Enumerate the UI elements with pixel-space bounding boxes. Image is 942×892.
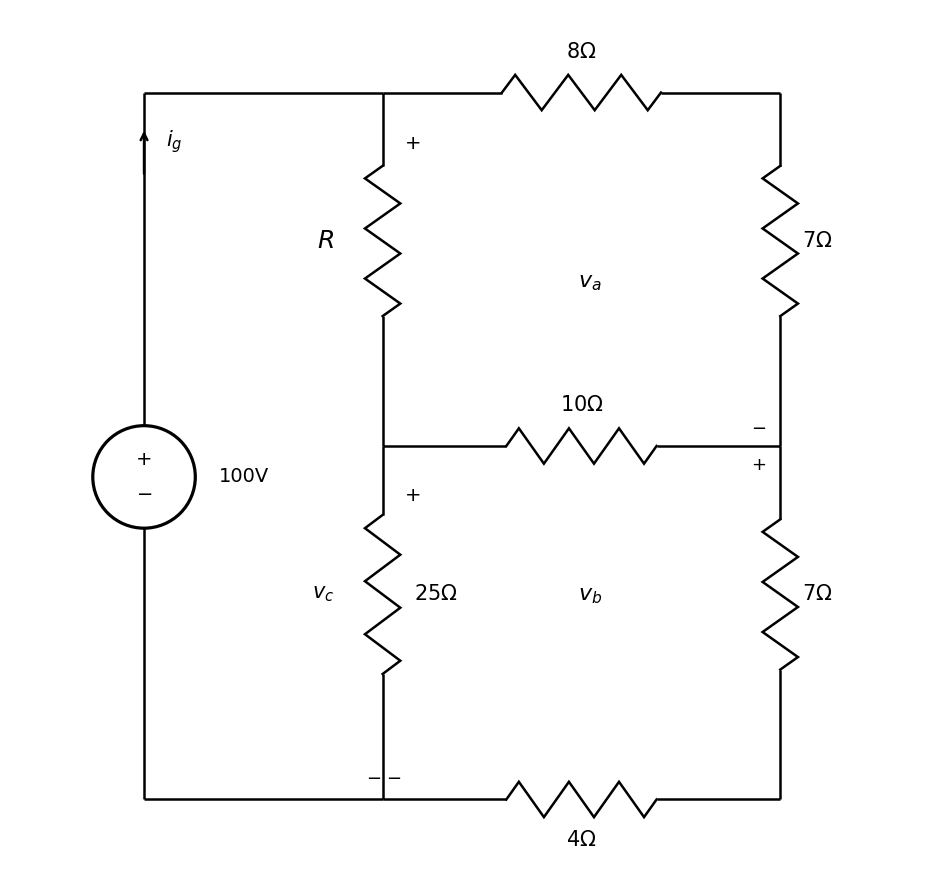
Text: $-$: $-$ <box>366 768 382 787</box>
Text: 10$\Omega$: 10$\Omega$ <box>560 395 603 415</box>
Text: +: + <box>405 486 421 505</box>
Text: 7$\Omega$: 7$\Omega$ <box>803 231 833 251</box>
Text: $R$: $R$ <box>317 229 334 253</box>
Text: +: + <box>136 450 153 469</box>
Text: $-$: $-$ <box>751 417 766 435</box>
Text: 7$\Omega$: 7$\Omega$ <box>803 584 833 605</box>
Text: 4$\Omega$: 4$\Omega$ <box>566 830 596 850</box>
Text: $v_a$: $v_a$ <box>578 273 602 293</box>
Text: 100V: 100V <box>219 467 269 486</box>
Text: $v_c$: $v_c$ <box>312 584 334 605</box>
Text: $v_b$: $v_b$ <box>578 586 603 607</box>
Text: 8$\Omega$: 8$\Omega$ <box>566 42 596 62</box>
Text: $-$: $-$ <box>136 483 153 502</box>
Text: $-$: $-$ <box>385 768 400 787</box>
Text: +: + <box>405 135 421 153</box>
Text: +: + <box>751 457 766 475</box>
Text: $i_g$: $i_g$ <box>166 128 183 154</box>
Text: 25$\Omega$: 25$\Omega$ <box>414 584 457 605</box>
